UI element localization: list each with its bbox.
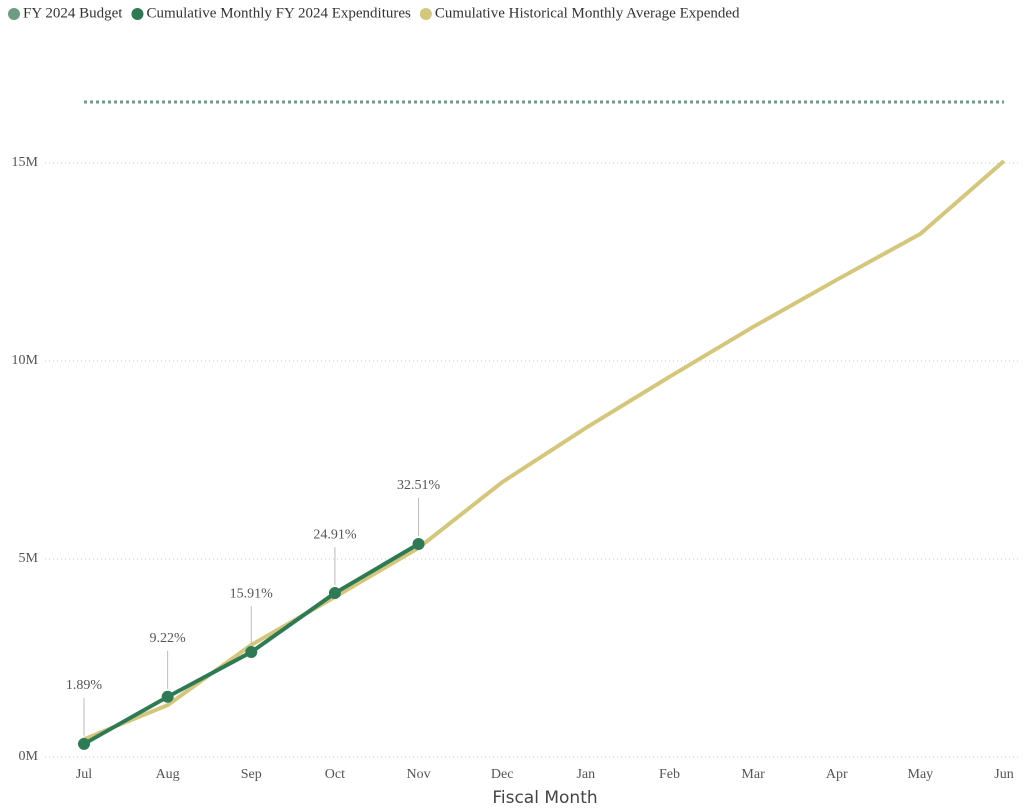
x-tick-label: Feb (659, 767, 680, 782)
legend-label: Cumulative Historical Monthly Average Ex… (435, 5, 740, 21)
x-tick-label: Jul (76, 767, 92, 782)
data-point (245, 646, 258, 659)
data-label: 32.51% (397, 478, 441, 493)
legend-label: Cumulative Monthly FY 2024 Expenditures (146, 5, 411, 21)
data-label: 15.91% (230, 586, 274, 601)
legend-marker (131, 8, 144, 20)
y-tick-label: 0M (19, 749, 39, 764)
x-tick-label: Jan (576, 767, 595, 782)
x-tick-label: Dec (491, 767, 514, 782)
x-tick-label: Sep (241, 767, 262, 782)
x-tick-label: Apr (826, 767, 848, 782)
y-tick-label: 15M (12, 155, 39, 170)
data-label: 1.89% (66, 678, 103, 693)
legend-marker (419, 8, 432, 20)
x-tick-label: Mar (741, 767, 765, 782)
data-point (328, 587, 341, 600)
x-tick-label: Nov (406, 767, 430, 782)
data-label: 24.91% (313, 527, 357, 542)
x-tick-label: Aug (156, 767, 180, 782)
x-tick-label: May (908, 767, 934, 782)
legend-marker (8, 8, 20, 20)
x-tick-label: Oct (325, 767, 345, 782)
y-tick-label: 10M (12, 353, 39, 368)
series-line (83, 159, 1006, 742)
x-tick-label: Jun (994, 767, 1013, 782)
data-point (78, 737, 90, 750)
x-axis-title: Fiscal Month (492, 788, 597, 808)
data-label: 9.22% (150, 631, 187, 646)
legend-label: FY 2024 Budget (23, 5, 123, 21)
data-point (412, 537, 425, 550)
y-tick-label: 5M (19, 551, 39, 566)
data-point (161, 690, 174, 703)
